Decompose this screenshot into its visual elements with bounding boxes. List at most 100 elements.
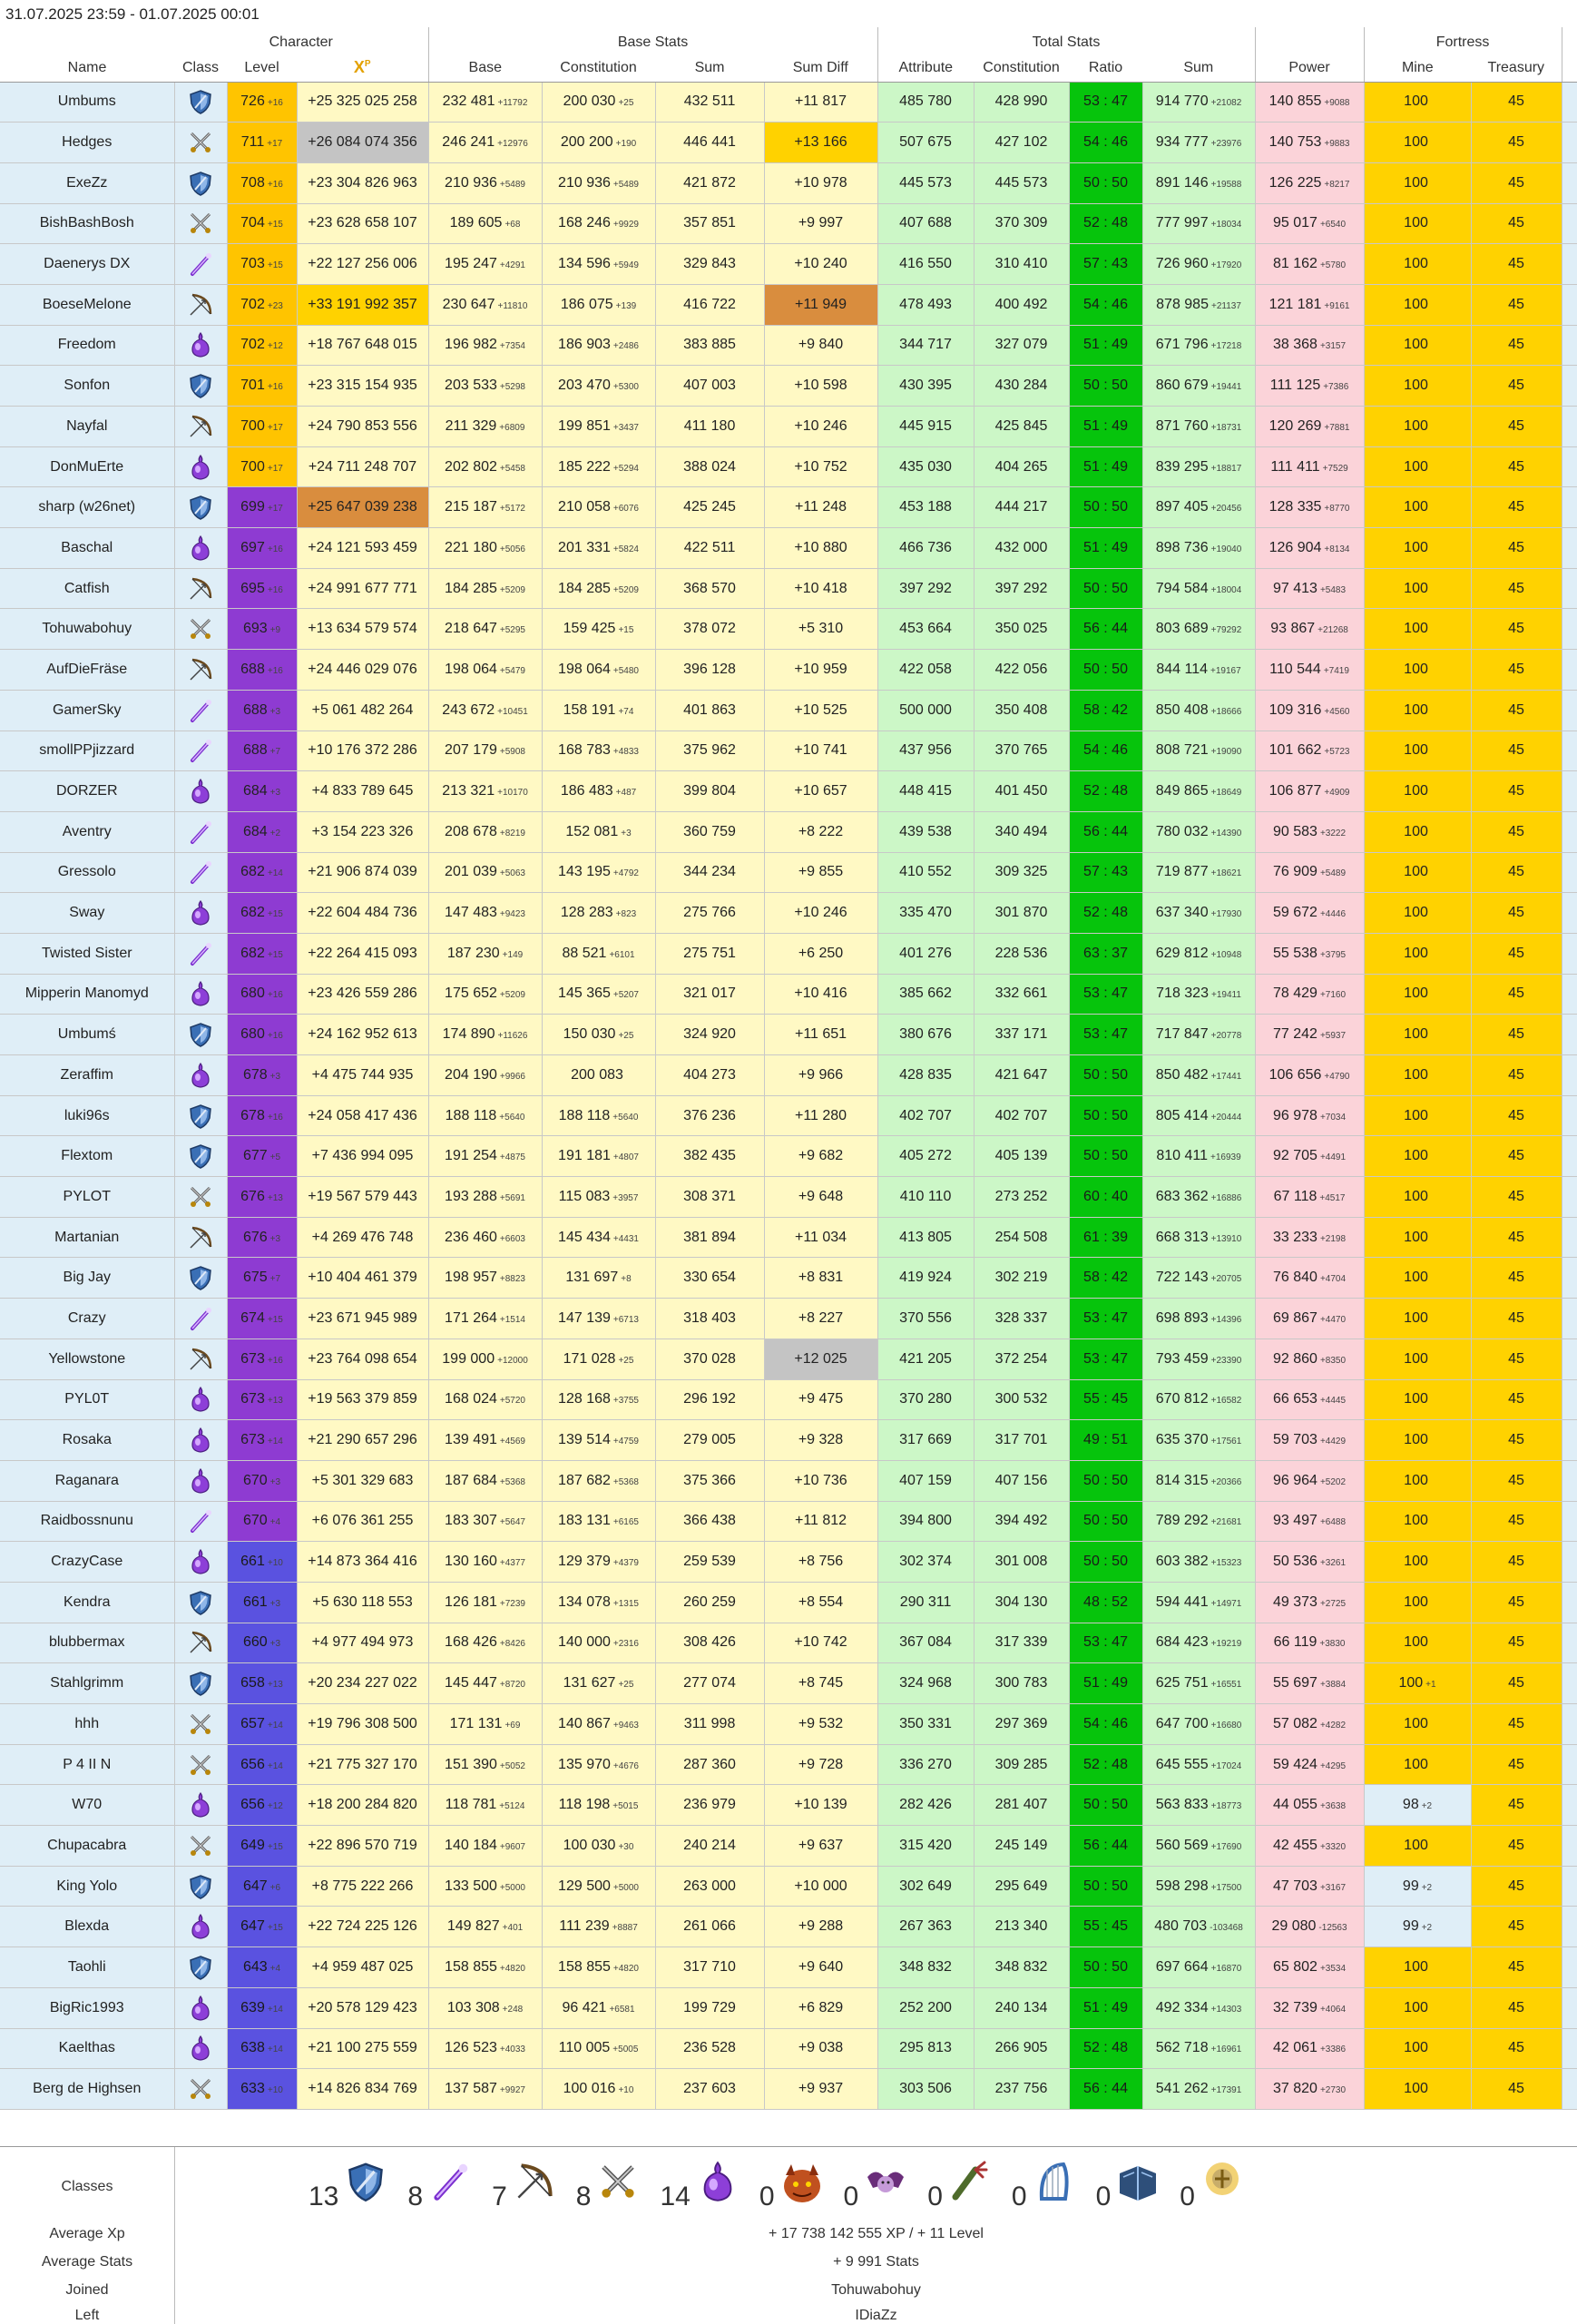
player-name[interactable]: GamerSky (0, 690, 174, 731)
player-name[interactable]: smollPPjizzard (0, 731, 174, 772)
col-class[interactable]: Class (174, 54, 227, 83)
player-name[interactable]: Daenerys DX (0, 243, 174, 285)
table-row[interactable]: sharp (w26net) 699 +17 +25 647 039 238 215 1… (0, 486, 1577, 529)
player-name[interactable]: BoeseMelone (0, 284, 174, 326)
table-row[interactable]: Hedges 711 +17 +26 084 074 356 246 241 +12976… (0, 122, 1577, 163)
player-name[interactable]: Raganara (0, 1460, 174, 1502)
table-row[interactable]: Chupacabra 649 +15 +22 896 570 719 140 184 +9… (0, 1825, 1577, 1867)
table-row[interactable]: Mipperin Manomyd 680 +16 +23 426 559 286 175… (0, 974, 1577, 1015)
player-name[interactable]: sharp (w26net) (0, 486, 174, 529)
player-name[interactable]: Zeraffim (0, 1054, 174, 1096)
table-row[interactable]: DORZER 684 +3 +4 833 789 645 213 321 +10170 18… (0, 770, 1577, 812)
player-name[interactable]: Umbums (0, 82, 174, 123)
player-name[interactable]: Raidbossnunu (0, 1501, 174, 1543)
player-name[interactable]: Kaelthas (0, 2028, 174, 2070)
player-name[interactable]: blubbermax (0, 1623, 174, 1664)
player-name[interactable]: Kendra (0, 1582, 174, 1623)
table-row[interactable]: Freedom 702 +12 +18 767 648 015 196 982 +7354… (0, 325, 1577, 367)
table-row[interactable]: PYLOT 676 +13 +19 567 579 443 193 288 +5691 11… (0, 1176, 1577, 1218)
player-name[interactable]: DonMuErte (0, 446, 174, 488)
table-row[interactable]: Berg de Highsen 633 +10 +14 826 834 769 137 … (0, 2068, 1577, 2110)
table-row[interactable]: DonMuErte 700 +17 +24 711 248 707 202 802 +54… (0, 446, 1577, 488)
table-row[interactable]: Raidbossnunu 670 +4 +6 076 361 255 183 307 +5… (0, 1501, 1577, 1543)
table-row[interactable]: Catfish 695 +16 +24 991 677 771 184 285 +5209… (0, 568, 1577, 610)
player-name[interactable]: Aventry (0, 811, 174, 853)
player-name[interactable]: Yellowstone (0, 1339, 174, 1380)
col-xp[interactable]: XP (297, 54, 429, 83)
table-row[interactable]: BishBashBosh 704 +15 +23 628 658 107 189 605… (0, 203, 1577, 245)
player-name[interactable]: Flextom (0, 1135, 174, 1178)
table-row[interactable]: Daenerys DX 703 +15 +22 127 256 006 195 247 +… (0, 243, 1577, 285)
table-row[interactable]: Martanian 676 +3 +4 269 476 748 236 460 +6603… (0, 1217, 1577, 1259)
table-row[interactable]: ExeZz 708 +16 +23 304 826 963 210 936 +5489 21… (0, 162, 1577, 204)
table-row[interactable]: PYL0T 673 +13 +19 563 379 859 168 024 +5720 12… (0, 1379, 1577, 1421)
table-row[interactable]: Umbums 726 +16 +25 325 025 258 232 481 +11792… (0, 82, 1577, 123)
col-total-constitution[interactable]: Constitution (974, 54, 1070, 83)
player-name[interactable]: Sway (0, 892, 174, 934)
table-row[interactable]: AufDieFräse 688 +16 +24 446 029 076 198 064 +… (0, 649, 1577, 691)
table-row[interactable]: Flextom 677 +5 +7 436 994 095 191 254 +4875 19… (0, 1135, 1577, 1178)
player-name[interactable]: P 4 II N (0, 1744, 174, 1786)
player-name[interactable]: PYL0T (0, 1379, 174, 1421)
table-row[interactable]: Big Jay 675 +7 +10 404 461 379 198 957 +8823 1… (0, 1257, 1577, 1299)
col-ratio[interactable]: Ratio (1069, 54, 1143, 83)
player-name[interactable]: BishBashBosh (0, 203, 174, 245)
table-row[interactable]: CrazyCase 661 +10 +14 873 364 416 130 160 +43… (0, 1541, 1577, 1583)
table-row[interactable]: Raganara 670 +3 +5 301 329 683 187 684 +5368 1… (0, 1460, 1577, 1502)
table-row[interactable]: Tohuwabohuy 693 +9 +13 634 579 574 218 647 +5… (0, 608, 1577, 651)
col-level[interactable]: Level (227, 54, 297, 83)
player-name[interactable]: Umbumś (0, 1014, 174, 1055)
player-name[interactable]: Berg de Highsen (0, 2068, 174, 2110)
table-row[interactable]: hhh 657 +14 +19 796 308 500 171 131 +69 140 86… (0, 1703, 1577, 1745)
table-row[interactable]: BigRic1993 639 +14 +20 578 129 423 103 308 +2… (0, 1987, 1577, 2029)
player-name[interactable]: Blexda (0, 1906, 174, 1948)
table-row[interactable]: Sonfon 701 +16 +23 315 154 935 203 533 +5298 2… (0, 365, 1577, 407)
table-row[interactable]: GamerSky 688 +3 +5 061 482 264 243 672 +10451… (0, 690, 1577, 731)
table-row[interactable]: Stahlgrimm 658 +13 +20 234 227 022 145 447 +8… (0, 1662, 1577, 1704)
player-name[interactable]: Catfish (0, 568, 174, 610)
player-name[interactable]: Chupacabra (0, 1825, 174, 1867)
table-row[interactable]: Aventry 684 +2 +3 154 223 326 208 678 +8219 15… (0, 811, 1577, 853)
table-row[interactable]: Nayfal 700 +17 +24 790 853 556 211 329 +6809 1… (0, 406, 1577, 447)
table-row[interactable]: luki96s 678 +16 +24 058 417 436 188 118 +5640… (0, 1095, 1577, 1137)
player-name[interactable]: PYLOT (0, 1176, 174, 1218)
player-name[interactable]: Martanian (0, 1217, 174, 1259)
table-row[interactable]: BoeseMelone 702 +23 +33 191 992 357 230 647 +… (0, 284, 1577, 326)
col-name[interactable]: Name (0, 54, 174, 83)
col-gems[interactable] (1561, 54, 1577, 83)
table-row[interactable]: Yellowstone 673 +16 +23 764 098 654 199 000 +… (0, 1339, 1577, 1380)
player-name[interactable]: BigRic1993 (0, 1987, 174, 2029)
col-treasury[interactable]: Treasury (1471, 54, 1562, 83)
col-power[interactable]: Power (1254, 54, 1365, 83)
col-base[interactable]: Base (427, 54, 543, 83)
player-name[interactable]: King Yolo (0, 1866, 174, 1907)
table-row[interactable]: King Yolo 647 +6 +8 775 222 266 133 500 +5000… (0, 1866, 1577, 1907)
table-row[interactable]: Baschal 697 +16 +24 121 593 459 221 180 +5056… (0, 527, 1577, 569)
player-name[interactable]: Nayfal (0, 406, 174, 447)
table-row[interactable]: Sway 682 +15 +22 604 484 736 147 483 +9423 128… (0, 892, 1577, 934)
player-name[interactable]: ExeZz (0, 162, 174, 204)
player-name[interactable]: hhh (0, 1703, 174, 1745)
table-row[interactable]: W70 656 +12 +18 200 284 820 118 781 +5124 118 … (0, 1784, 1577, 1827)
col-mine[interactable]: Mine (1363, 54, 1472, 83)
player-name[interactable]: luki96s (0, 1095, 174, 1137)
player-name[interactable]: Taohli (0, 1946, 174, 1988)
table-row[interactable]: Twisted Sister 682 +15 +22 264 415 093 187 2… (0, 933, 1577, 975)
table-row[interactable]: Zeraffim 678 +3 +4 475 744 935 204 190 +9966 2… (0, 1054, 1577, 1096)
table-row[interactable]: Rosaka 673 +14 +21 290 657 296 139 491 +4569 1… (0, 1419, 1577, 1461)
player-name[interactable]: Mipperin Manomyd (0, 974, 174, 1015)
player-name[interactable]: DORZER (0, 770, 174, 812)
col-total-sum[interactable]: Sum (1142, 54, 1256, 83)
player-name[interactable]: CrazyCase (0, 1541, 174, 1583)
player-name[interactable]: Crazy (0, 1298, 174, 1339)
player-name[interactable]: Twisted Sister (0, 933, 174, 975)
player-name[interactable]: Freedom (0, 325, 174, 367)
table-row[interactable]: P 4 II N 656 +14 +21 775 327 170 151 390 +505… (0, 1744, 1577, 1786)
player-name[interactable]: W70 (0, 1784, 174, 1827)
table-row[interactable]: Umbumś 680 +16 +24 162 952 613 174 890 +11626… (0, 1014, 1577, 1055)
table-row[interactable]: blubbermax 660 +3 +4 977 494 973 168 426 +842… (0, 1623, 1577, 1664)
col-sum-diff[interactable]: Sum Diff (764, 54, 878, 83)
player-name[interactable]: Baschal (0, 527, 174, 569)
player-name[interactable]: Sonfon (0, 365, 174, 407)
table-row[interactable]: Kaelthas 638 +14 +21 100 275 559 126 523 +403… (0, 2028, 1577, 2070)
